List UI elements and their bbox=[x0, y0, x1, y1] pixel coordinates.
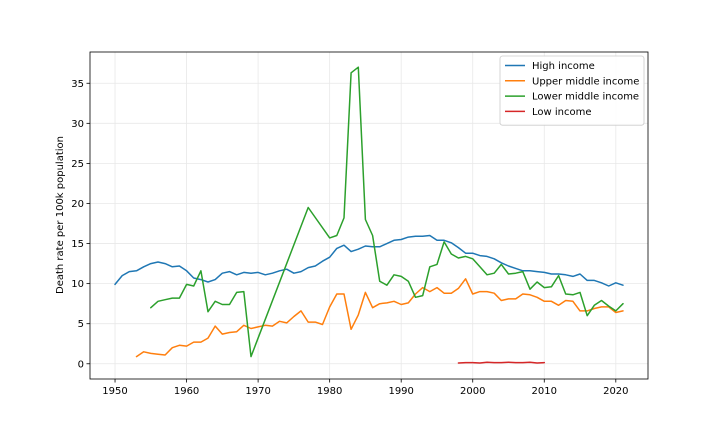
x-tick-label: 1970 bbox=[245, 386, 270, 397]
y-tick-label: 25 bbox=[71, 159, 84, 170]
x-tick-label: 1960 bbox=[174, 386, 199, 397]
grid bbox=[90, 52, 648, 379]
y-tick-label: 15 bbox=[71, 239, 84, 250]
x-tick-label: 1980 bbox=[317, 386, 342, 397]
legend-label: Upper middle income bbox=[532, 76, 639, 87]
x-tick-label: 2010 bbox=[532, 386, 557, 397]
series-line-upper-middle-income bbox=[135, 278, 624, 358]
series-line-low-income bbox=[457, 361, 546, 364]
y-tick-label: 5 bbox=[78, 319, 84, 330]
legend: High income Upper middle income Lower midd… bbox=[499, 55, 645, 126]
series-line-high-income bbox=[114, 234, 624, 287]
y-tick-label: 0 bbox=[78, 359, 84, 370]
y-tick-label: 35 bbox=[71, 79, 84, 90]
y-axis-label: Death rate per 100k population bbox=[55, 136, 66, 294]
y-tick-label: 20 bbox=[71, 199, 84, 210]
plot-area-frame bbox=[89, 51, 649, 380]
y-axis: 0 5 10 15 20 25 30 35 bbox=[71, 79, 90, 370]
x-axis: 1950 1960 1970 1980 1990 2000 2010 2020 bbox=[102, 379, 629, 397]
x-tick-label: 1950 bbox=[102, 386, 127, 397]
legend-box bbox=[499, 55, 645, 126]
x-tick-label: 2020 bbox=[603, 386, 628, 397]
series-lines bbox=[114, 66, 624, 364]
y-tick-label: 10 bbox=[71, 279, 84, 290]
y-tick-label: 30 bbox=[71, 119, 84, 130]
series-line-lower-middle-income bbox=[150, 66, 624, 358]
legend-label: High income bbox=[532, 61, 595, 72]
legend-label: Low income bbox=[532, 107, 592, 118]
x-tick-label: 1990 bbox=[388, 386, 413, 397]
x-tick-label: 2000 bbox=[460, 386, 485, 397]
legend-label: Lower middle income bbox=[532, 92, 639, 103]
